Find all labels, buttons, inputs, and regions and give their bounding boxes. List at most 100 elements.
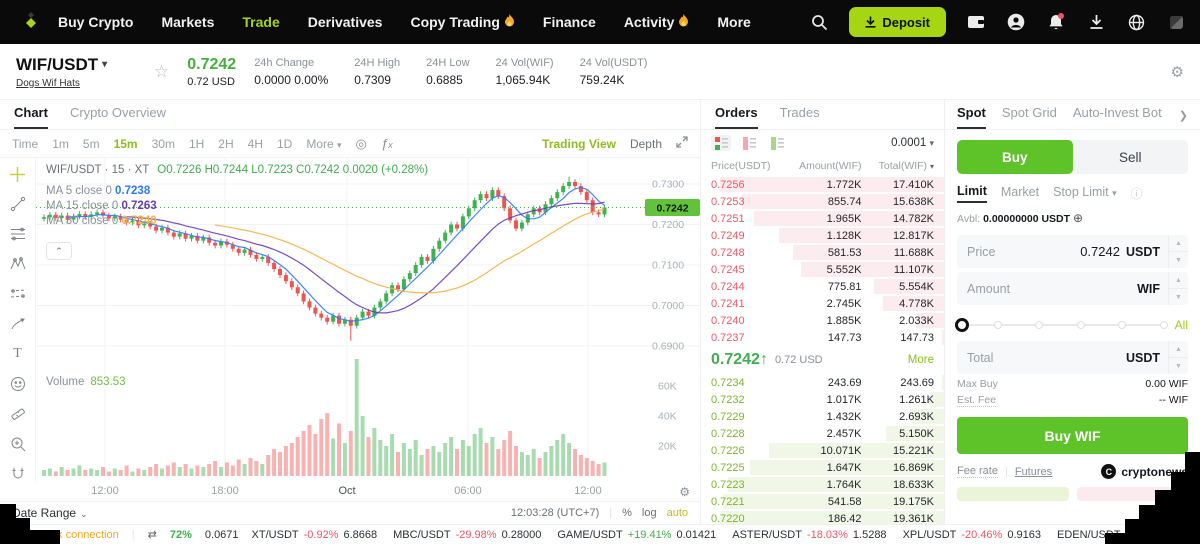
timeframe-more[interactable]: More ▾ [306,136,342,151]
nav-item-activity[interactable]: Activity [624,14,690,30]
total-field[interactable]: Total USDT ▲ ▼ [957,341,1188,374]
tab-trades[interactable]: Trades [779,105,820,120]
ask-row[interactable]: 0.7251 1.965K 14.782K [701,210,944,227]
candle-style-icon[interactable]: ◎ [355,135,367,151]
bid-row[interactable]: 0.7225 1.647K 16.869K [701,459,944,476]
order-type-market[interactable]: Market [1000,185,1040,199]
bid-row[interactable]: 0.7232 1.017K 1.261K [701,391,944,408]
mini-ticker-game-usdt[interactable]: GAME/USDT +19.41% 0.01421 [557,528,717,541]
mini-ticker-mbc-usdt[interactable]: MBC/USDT -29.98% 0.28000 [393,528,542,541]
pattern-tool-icon[interactable] [9,256,27,273]
depth-toggle[interactable]: Depth [629,136,662,151]
amount-stepper[interactable]: ▲ ▼ [1168,272,1188,305]
axis-settings-gear-icon[interactable]: ⚙ [679,485,690,499]
tab-chart[interactable]: Chart [14,105,48,129]
price-field[interactable]: Price 0.7242 USDT ▲ ▼ [957,235,1188,268]
tabs-overflow-chevron-icon[interactable]: ❯ [1178,110,1188,122]
deposit-button[interactable]: Deposit [849,7,946,37]
total-stepper[interactable]: ▲ ▼ [1168,341,1188,374]
pair-selector[interactable]: WIF/USDT ▾ [16,55,136,75]
magnet-tool-icon[interactable] [9,465,27,482]
buy-side-button[interactable]: Buy [957,140,1073,174]
mini-ticker-xpl-usdt[interactable]: XPL/USDT -20.46% 0.9163 [902,528,1041,541]
book-view-combined-icon[interactable] [711,135,731,151]
fee-rate-link[interactable]: Fee rate [957,465,998,478]
slider-all-label[interactable]: All [1174,318,1188,332]
xt-logo[interactable] [14,12,48,32]
amount-slider[interactable]: All [955,315,1188,335]
ask-row[interactable]: 0.7244 775.81 5.554K [701,278,944,295]
news-card-positive[interactable] [957,487,1069,501]
futures-link[interactable]: Futures [1014,465,1053,478]
slider-handle[interactable] [955,318,969,332]
nav-item-trade[interactable]: Trade [242,14,280,30]
legend-collapse-button[interactable]: ⌃ [46,242,72,260]
nav-item-copy-trading[interactable]: Copy Trading [410,14,514,30]
timeframe-1d[interactable]: 1D [276,136,293,151]
nav-item-buy-crypto[interactable]: Buy Crypto [58,14,134,30]
total-header-sort[interactable]: Total(WIF) ▾ [878,160,934,172]
deposit-plus-icon[interactable]: ⊕ [1072,211,1084,225]
app-download-icon[interactable] [1086,12,1106,32]
date-range-selector[interactable]: Date Range ⌄ [12,506,88,520]
brush-tool-icon[interactable] [9,316,27,333]
ask-row[interactable]: 0.7240 1.885K 2.033K [701,312,944,329]
bid-row[interactable]: 0.7223 1.764K 18.633K [701,476,944,493]
fib-lines-tool-icon[interactable] [9,226,27,243]
timeframe-5m[interactable]: 5m [82,136,100,151]
ask-row[interactable]: 0.7249 1.128K 12.817K [701,227,944,244]
timeframe-1h[interactable]: 1H [188,136,205,151]
emoji-tool-icon[interactable] [9,375,27,392]
crosshair-tool-icon[interactable] [9,166,27,183]
position-tool-icon[interactable] [9,286,27,303]
price-stepper[interactable]: ▲ ▼ [1168,235,1188,268]
tab-crypto-overview[interactable]: Crypto Overview [69,105,167,120]
sell-side-button[interactable]: Sell [1118,149,1142,165]
book-more-link[interactable]: More [907,354,934,366]
token-fullname-link[interactable]: Dogs Wif Hats [16,77,80,89]
mini-ticker-aster-usdt[interactable]: ASTER/USDT -18.03% 1.5288 [732,528,887,541]
slider-step-dot[interactable] [1035,321,1044,329]
percent-scale-toggle[interactable]: % [622,507,632,519]
bid-row[interactable]: 0.7221 541.58 19.175K [701,493,944,510]
text-tool-icon[interactable]: T [13,345,22,361]
settings-gear-icon[interactable]: ⚙ [1170,63,1184,81]
slider-step-dot[interactable] [1076,321,1085,329]
timeframe-15m[interactable]: 15m [113,136,138,151]
precision-dropdown[interactable]: 0.0001 ▾ [891,137,934,149]
bid-row[interactable]: 0.7234 243.69 243.69 [701,374,944,391]
ruler-tool-icon[interactable] [9,405,27,422]
ask-row[interactable]: 0.7241 2.745K 4.778K [701,295,944,312]
tradingview-toggle[interactable]: Trading View [542,136,616,151]
theme-icon[interactable] [1166,12,1186,32]
tab-spot-grid[interactable]: Spot Grid [1001,105,1057,120]
search-icon[interactable] [809,12,829,32]
bid-row[interactable]: 0.7228 2.457K 5.150K [701,425,944,442]
fullscreen-expand-icon[interactable] [676,136,688,151]
time-axis[interactable]: ⚙ 12:00 18:00 Oct 06:00 12:00 [0,482,700,502]
slider-step-dot[interactable] [1159,321,1168,329]
amount-field[interactable]: Amount WIF ▲ ▼ [957,272,1188,305]
log-scale-toggle[interactable]: log [641,507,657,519]
wallet-icon[interactable] [966,12,986,32]
bid-row[interactable]: 0.7220 186.42 19.361K [701,510,944,524]
ask-row[interactable]: 0.7253 855.74 15.638K [701,193,944,210]
ask-row[interactable]: 0.7245 5.552K 11.107K [701,261,944,278]
slider-step-dot[interactable] [1118,321,1127,329]
nav-item-more[interactable]: More [717,14,751,30]
trendline-tool-icon[interactable] [9,196,27,213]
buy-submit-button[interactable]: Buy WIF [957,417,1188,454]
language-globe-icon[interactable] [1126,12,1146,32]
book-view-bids-icon[interactable] [767,135,787,151]
zoom-in-tool-icon[interactable] [9,435,27,452]
bid-row[interactable]: 0.7226 10.071K 15.221K [701,442,944,459]
timeframe-time[interactable]: Time [12,136,39,151]
order-type-stop-limit[interactable]: Stop Limit ▾ [1053,185,1117,199]
timeframe-2h[interactable]: 2H [218,136,234,151]
user-icon[interactable] [1006,12,1026,32]
tab-spot[interactable]: Spot [957,105,986,129]
timeframe-4h[interactable]: 4H [247,136,263,151]
tab-orders[interactable]: Orders [715,105,758,129]
favorite-star-icon[interactable]: ☆ [154,61,170,81]
ask-row[interactable]: 0.7248 581.53 11.688K [701,244,944,261]
